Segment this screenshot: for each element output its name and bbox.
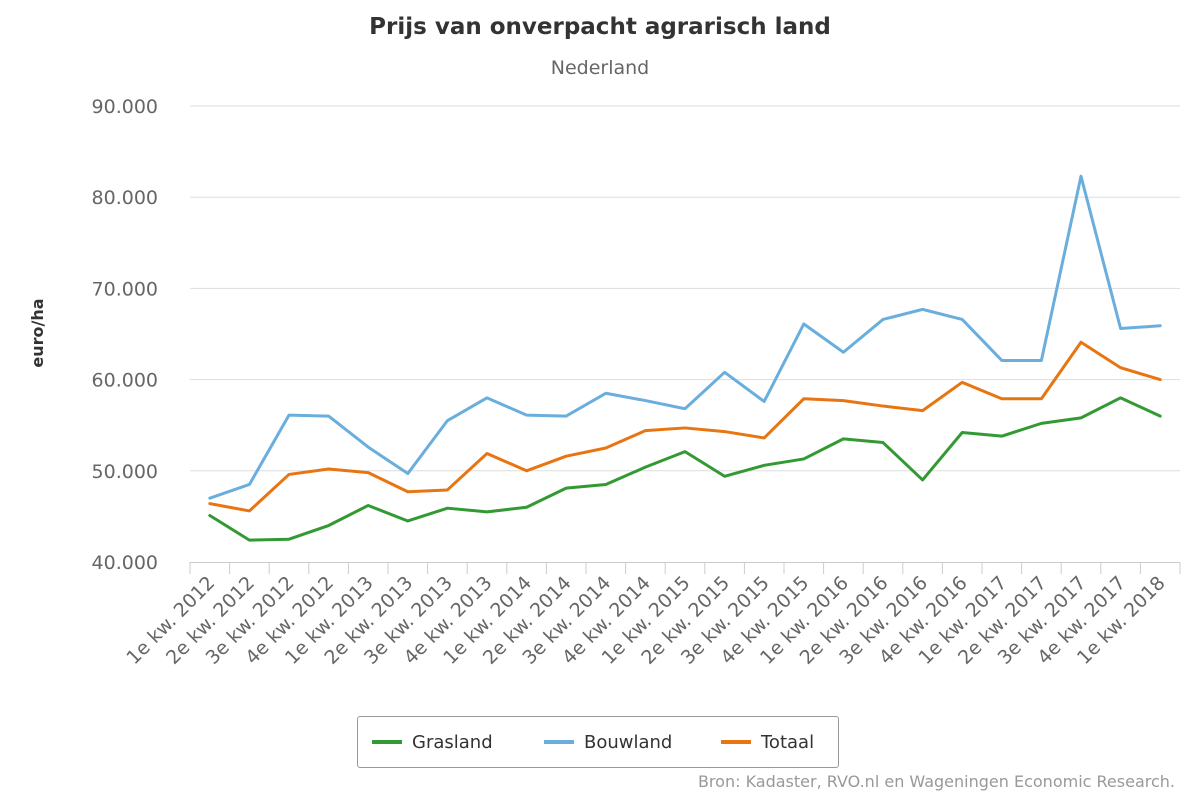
legend-item-bouwland[interactable]: Bouwland (544, 717, 672, 767)
series-lines (208, 174, 1162, 542)
legend-item-totaal[interactable]: Totaal (721, 717, 814, 767)
y-tick-label: 70.000 (92, 278, 158, 300)
y-tick-label: 50.000 (92, 461, 158, 483)
x-axis (189, 562, 1181, 574)
y-tick-label: 80.000 (92, 187, 158, 209)
series-line-bouwland[interactable] (208, 174, 1162, 500)
gridlines (190, 105, 1180, 472)
legend-label-grasland: Grasland (412, 731, 493, 753)
legend: Grasland Bouwland Totaal (357, 716, 839, 768)
legend-item-grasland[interactable]: Grasland (372, 717, 493, 767)
y-tick-label: 40.000 (92, 552, 158, 574)
series-line-grasland[interactable] (208, 396, 1162, 542)
legend-swatch-bouwland (544, 740, 574, 744)
legend-swatch-totaal (721, 740, 751, 744)
y-tick-label: 60.000 (92, 370, 158, 392)
legend-label-bouwland: Bouwland (584, 731, 673, 753)
chart-subtitle: Nederland (550, 57, 650, 79)
legend-swatch-grasland (372, 740, 402, 744)
series-line-totaal[interactable] (208, 340, 1162, 513)
y-axis-label: euro/ha (28, 298, 47, 367)
y-axis: 40.000 50.000 60.000 70.000 80.000 90.000 (92, 96, 158, 574)
y-tick-label: 90.000 (92, 96, 158, 118)
credits: Bron: Kadaster, RVO.nl en Wageningen Eco… (697, 772, 1175, 791)
chart-title: Prijs van onverpacht agrarisch land (369, 14, 831, 40)
legend-label-totaal: Totaal (761, 731, 815, 753)
